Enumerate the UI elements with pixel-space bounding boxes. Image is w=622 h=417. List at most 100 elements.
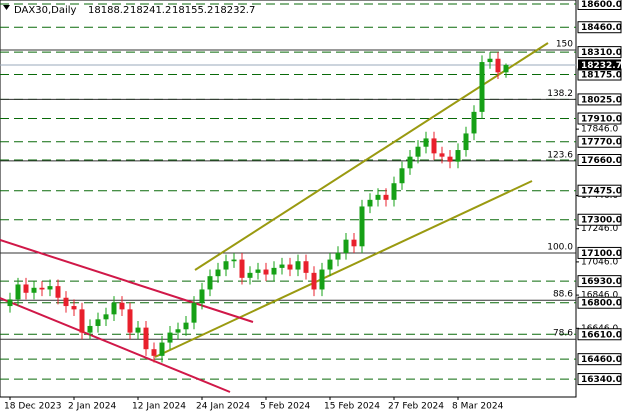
level-label: 16460.0 [581,355,622,365]
level-label: 18175.0 [581,71,622,81]
candle-body [311,272,317,290]
candle-body [47,286,53,290]
candle-body [263,269,269,275]
level-box [577,46,622,59]
candle-body [7,299,13,307]
level-label: 18310.0 [581,48,622,58]
candle-body [487,58,493,63]
trend-line [194,42,549,271]
x-tick-label: 12 Jan 2024 [132,402,186,412]
fib-label: 150 [556,39,573,49]
candle-body [255,269,261,273]
price-box [578,59,621,71]
candle-body [367,199,373,207]
candle-body [175,329,181,333]
candle-body [95,319,101,326]
candle-body [495,58,501,73]
trend-line [0,297,231,393]
level-label: 17660.0 [581,156,622,166]
candle-body [303,261,309,273]
candle-body [463,133,469,151]
candle-body [239,259,245,278]
y-tick-label: 17046.0 [581,257,618,267]
level-box [577,213,622,226]
level-box [577,135,622,148]
candle-body [55,286,61,298]
candle-body [319,269,325,290]
candle-body [327,259,333,270]
candle-body [391,183,397,200]
candle-body [407,156,413,169]
level-box [577,153,622,166]
level-box [577,246,622,259]
candle-body [223,261,229,270]
y-tick-label: 16846.0 [581,291,618,301]
level-box [577,184,622,197]
level-label: 18600.0 [581,0,622,10]
level-box [577,328,622,341]
level-box [577,0,622,10]
header-close: 18232.7 [214,5,255,16]
candle-body [207,276,213,290]
candle-body [247,272,253,278]
level-label: 16610.0 [581,330,622,340]
x-tick-label: 8 Mar 2024 [452,402,504,412]
candle-body [87,325,93,333]
level-label: 17770.0 [581,138,622,148]
candle-body [479,62,485,112]
candle-body [423,138,429,147]
level-label: 17100.0 [581,249,622,259]
trend-line [154,180,533,358]
candle-body [79,309,85,333]
level-box [577,353,622,366]
candle-body [15,284,21,300]
trend-line [0,239,254,323]
candle-body [295,261,301,270]
menu-icon[interactable] [3,5,10,10]
level-box [577,373,622,386]
candle-body [199,289,205,303]
y-tick-label: 17846.0 [581,125,618,135]
x-tick-label: 27 Feb 2024 [388,402,444,412]
candle-body [31,287,37,293]
fib-label: 88.6 [553,290,573,300]
candle-body [159,342,165,356]
chart-title: DAX30,Daily [14,5,77,16]
x-tick-label: 15 Feb 2024 [324,402,380,412]
level-box [577,93,622,106]
candle-body [103,314,109,320]
candle-body [335,252,341,260]
price-label: 18232.7 [581,61,622,71]
x-tick-label: 2 Jan 2024 [68,402,116,412]
candle-body [135,327,141,333]
candle-body [167,332,173,343]
level-label: 17910.0 [581,115,622,125]
candle-body [471,111,477,134]
candle-body [431,138,437,154]
candle-body [143,327,149,350]
level-box [577,112,622,125]
level-label: 18460.0 [581,23,622,33]
candle-body [503,64,509,73]
x-tick-label: 18 Dec 2023 [4,402,62,412]
candle-body [287,264,293,270]
x-tick-label: 5 Feb 2024 [260,402,311,412]
candle-body [359,206,365,247]
fib-label: 138.2 [547,89,573,99]
level-label: 16800.0 [581,299,622,309]
candle-body [71,306,77,310]
level-box [577,21,622,34]
candle-body [279,264,285,268]
level-label: 17300.0 [581,216,622,226]
level-label: 16340.0 [581,375,622,385]
candle-body [447,156,453,162]
header-high: 18241.2 [130,5,171,16]
level-label: 16930.0 [581,277,622,287]
candle-body [351,239,357,247]
candle-body [63,297,69,307]
candle-body [151,349,157,356]
candle-body [383,194,389,200]
candle-body [39,287,45,290]
candle-body [271,267,277,275]
